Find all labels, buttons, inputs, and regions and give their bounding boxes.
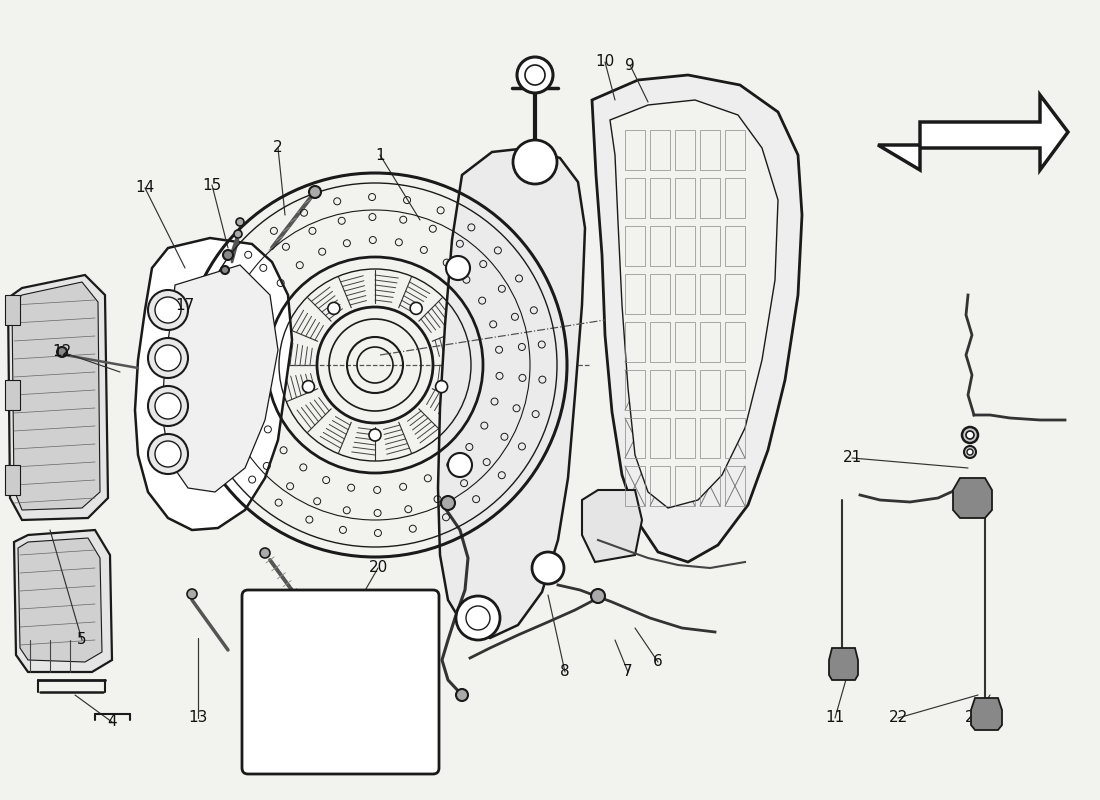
Circle shape <box>324 642 376 694</box>
Text: 2: 2 <box>273 141 283 155</box>
Circle shape <box>148 434 188 474</box>
Circle shape <box>279 704 311 736</box>
Circle shape <box>334 652 366 684</box>
Text: 7: 7 <box>624 665 632 679</box>
Text: 10: 10 <box>595 54 615 70</box>
Text: 8: 8 <box>560 665 570 679</box>
Circle shape <box>436 381 448 393</box>
Circle shape <box>270 694 321 746</box>
Circle shape <box>236 218 244 226</box>
Text: 6: 6 <box>653 654 663 670</box>
Text: 18: 18 <box>252 721 272 735</box>
Polygon shape <box>592 75 802 562</box>
Circle shape <box>223 250 233 260</box>
Circle shape <box>966 431 974 439</box>
Circle shape <box>287 660 303 676</box>
Text: 19: 19 <box>368 638 387 653</box>
Circle shape <box>456 596 501 640</box>
Circle shape <box>525 65 544 85</box>
Text: 17: 17 <box>175 298 195 313</box>
Polygon shape <box>8 275 108 520</box>
Circle shape <box>302 381 315 393</box>
Text: 21: 21 <box>843 450 861 466</box>
Circle shape <box>342 712 358 728</box>
Polygon shape <box>438 148 585 638</box>
Circle shape <box>964 446 976 458</box>
Circle shape <box>148 290 188 330</box>
Text: 16: 16 <box>312 647 332 662</box>
Polygon shape <box>162 265 278 492</box>
Circle shape <box>57 347 67 357</box>
Circle shape <box>187 589 197 599</box>
Polygon shape <box>14 530 112 672</box>
Text: 5: 5 <box>77 633 87 647</box>
Text: 14: 14 <box>135 181 155 195</box>
Polygon shape <box>582 490 642 562</box>
Polygon shape <box>12 282 100 510</box>
Circle shape <box>334 704 366 736</box>
Circle shape <box>155 441 182 467</box>
Circle shape <box>234 230 242 238</box>
Circle shape <box>513 140 557 184</box>
Polygon shape <box>6 380 20 410</box>
Text: 22: 22 <box>889 710 908 726</box>
Text: 4: 4 <box>107 714 117 730</box>
Polygon shape <box>829 648 858 680</box>
Circle shape <box>410 302 422 314</box>
Text: 12: 12 <box>53 345 72 359</box>
Circle shape <box>517 57 553 93</box>
Text: 20: 20 <box>368 561 387 575</box>
Circle shape <box>148 338 188 378</box>
FancyBboxPatch shape <box>242 590 439 774</box>
Circle shape <box>328 302 340 314</box>
Text: 9: 9 <box>625 58 635 73</box>
Polygon shape <box>971 698 1002 730</box>
Circle shape <box>148 386 188 426</box>
Polygon shape <box>18 538 102 662</box>
Polygon shape <box>610 100 778 508</box>
Circle shape <box>368 429 381 441</box>
Text: 23: 23 <box>966 710 984 726</box>
Circle shape <box>260 548 270 558</box>
Text: 13: 13 <box>188 710 208 726</box>
Polygon shape <box>953 478 992 518</box>
Circle shape <box>441 496 455 510</box>
Circle shape <box>270 642 321 694</box>
Circle shape <box>446 256 470 280</box>
Circle shape <box>466 606 490 630</box>
Circle shape <box>967 449 974 455</box>
Circle shape <box>532 552 564 584</box>
Circle shape <box>342 660 358 676</box>
Polygon shape <box>135 238 292 530</box>
Circle shape <box>287 712 303 728</box>
Circle shape <box>962 427 978 443</box>
Text: 11: 11 <box>825 710 845 726</box>
Circle shape <box>155 297 182 323</box>
Text: 3: 3 <box>290 641 300 655</box>
Polygon shape <box>6 295 20 325</box>
Circle shape <box>324 694 376 746</box>
Circle shape <box>155 393 182 419</box>
Circle shape <box>448 453 472 477</box>
Circle shape <box>591 589 605 603</box>
Circle shape <box>221 266 229 274</box>
Circle shape <box>155 345 182 371</box>
Text: 15: 15 <box>202 178 221 193</box>
Circle shape <box>309 186 321 198</box>
Polygon shape <box>6 465 20 495</box>
Circle shape <box>279 652 311 684</box>
Text: 1: 1 <box>375 147 385 162</box>
Circle shape <box>456 689 468 701</box>
Polygon shape <box>878 95 1068 170</box>
